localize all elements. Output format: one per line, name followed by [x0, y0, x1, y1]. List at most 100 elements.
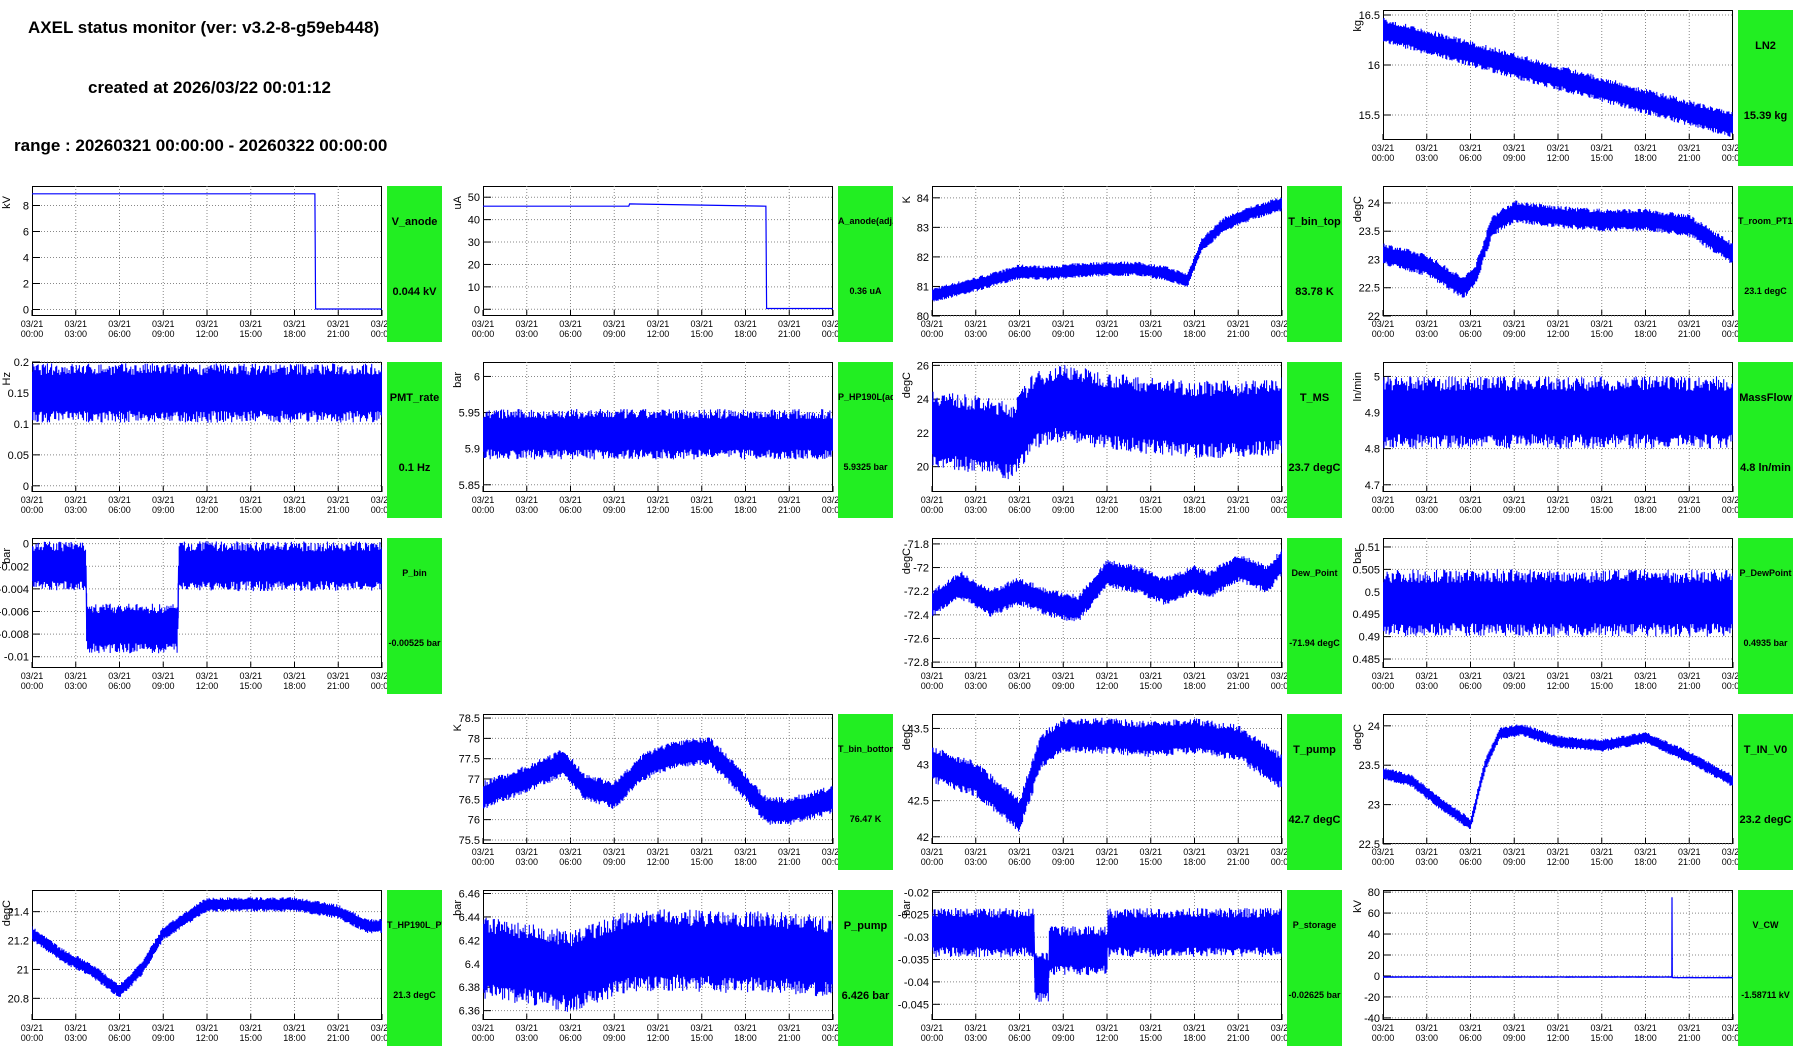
x-tick-time: 00:00	[472, 857, 495, 867]
y-tick-label: 22	[917, 428, 929, 440]
status-value: 0.4935 bar	[1743, 638, 1788, 648]
x-tick-date: 03/21	[559, 495, 582, 505]
x-tick-date: 03/21	[647, 1023, 670, 1033]
x-tick-time: 15:00	[1139, 329, 1162, 339]
status-label: P_pump	[843, 920, 888, 932]
x-tick-date: 03/21	[1415, 319, 1438, 329]
chart-panel-P_storage: 03/21 00:00 03/21 03:00 03/21 06:00 03/21 09:00…	[898, 887, 1344, 1050]
x-tick-date: 03/21	[108, 1023, 131, 1033]
x-tick-time: 00:00	[1722, 1033, 1745, 1043]
x-tick-date: 03/21	[1372, 1023, 1395, 1033]
y-tick-label: -0.002	[0, 561, 29, 573]
x-tick-date: 03/22	[1271, 671, 1294, 681]
series-line	[932, 735, 1282, 817]
x-tick-time: 06:00	[1459, 505, 1482, 515]
x-tick-time: 12:00	[1547, 153, 1570, 163]
y-tick-label: 6	[23, 227, 29, 239]
y-tick-label: 24	[1368, 721, 1380, 733]
status-value: 21.3 degC	[393, 990, 436, 1000]
x-tick-time: 06:00	[559, 505, 582, 515]
status-value: 0.044 kV	[392, 286, 437, 298]
x-tick-date: 03/21	[283, 671, 306, 681]
y-tick-label: -0.008	[0, 629, 29, 641]
y-tick-label: 21.2	[8, 936, 29, 948]
x-tick-date: 03/22	[822, 847, 845, 857]
x-tick-time: 03:00	[515, 505, 538, 515]
chart-panel-Dew_Point: 03/21 00:00 03/21 03:00 03/21 06:00 03/21 09:00…	[901, 538, 1344, 698]
x-tick-time: 00:00	[1372, 153, 1395, 163]
x-tick-date: 03/21	[1227, 495, 1250, 505]
status-box-P_HP190L: P_HP190L(adj.) 5.9325 bar	[838, 362, 893, 518]
x-tick-time: 15:00	[239, 1033, 262, 1043]
series-line	[932, 401, 1282, 443]
chart-MassFlow: 03/2100:0003/2103:0003/2106:0003/2109:00…	[1352, 362, 1744, 515]
x-tick-date: 03/21	[1008, 1023, 1031, 1033]
status-label: P_DewPoint	[1739, 568, 1792, 578]
x-tick-time: 12:00	[1096, 681, 1119, 691]
status-box-T_MS: T_MS 23.7 degC	[1287, 362, 1342, 518]
chart-panel-T_bin_top: 03/21 00:00 03/21 03:00 03/21 06:00 03/21 09:00…	[901, 186, 1344, 346]
x-tick-date: 03/21	[1139, 671, 1162, 681]
x-tick-date: 03/21	[1678, 1023, 1701, 1033]
chart-panel-V_CW: 03/21 00:00 03/21 03:00 03/21 06:00 03/21 09:00…	[1352, 887, 1795, 1050]
x-tick-date: 03/21	[239, 495, 262, 505]
status-label: A_anode(adj.)	[838, 216, 893, 226]
x-tick-date: 03/21	[515, 319, 538, 329]
x-tick-time: 21:00	[1227, 681, 1250, 691]
x-tick-date: 03/21	[1547, 847, 1570, 857]
x-tick-date: 03/21	[964, 1023, 987, 1033]
x-tick-date: 03/21	[1008, 847, 1031, 857]
x-tick-time: 12:00	[647, 505, 670, 515]
x-tick-date: 03/21	[64, 319, 87, 329]
x-tick-date: 03/21	[603, 847, 626, 857]
status-box-P_DewPoint: P_DewPoint 0.4935 bar	[1738, 538, 1793, 694]
x-tick-date: 03/21	[1096, 1023, 1119, 1033]
x-tick-time: 00:00	[1271, 681, 1294, 691]
x-tick-time: 18:00	[1183, 505, 1206, 515]
x-tick-time: 00:00	[371, 505, 394, 515]
x-tick-time: 00:00	[371, 681, 394, 691]
x-tick-time: 00:00	[1271, 857, 1294, 867]
x-tick-date: 03/21	[647, 495, 670, 505]
x-tick-date: 03/21	[1503, 495, 1526, 505]
x-tick-date: 03/21	[559, 319, 582, 329]
x-tick-date: 03/21	[1503, 847, 1526, 857]
x-tick-date: 03/21	[734, 319, 757, 329]
y-axis-label: bar	[452, 372, 464, 388]
y-tick-label: 20.8	[8, 993, 29, 1005]
x-tick-time: 06:00	[1008, 1033, 1031, 1043]
x-tick-time: 18:00	[1634, 329, 1657, 339]
x-tick-date: 03/21	[152, 671, 175, 681]
x-tick-date: 03/21	[734, 847, 757, 857]
y-tick-label: 0.2	[14, 357, 29, 369]
x-tick-date: 03/21	[108, 495, 131, 505]
x-tick-time: 06:00	[108, 1033, 131, 1043]
x-tick-time: 09:00	[1052, 329, 1075, 339]
status-value: -0.00525 bar	[388, 638, 441, 648]
x-tick-date: 03/21	[1678, 847, 1701, 857]
chart-T_bin_top: 03/2100:0003/2103:0003/2106:0003/2109:00…	[901, 186, 1293, 339]
chart-A_anode: 03/2100:0003/2103:0003/2106:0003/2109:00…	[452, 186, 844, 339]
y-axis-label: kV	[1, 195, 13, 209]
y-tick-label: 75.5	[459, 835, 480, 847]
x-tick-date: 03/21	[515, 847, 538, 857]
x-tick-date: 03/21	[647, 847, 670, 857]
x-tick-date: 03/21	[1634, 319, 1657, 329]
x-tick-time: 03:00	[515, 329, 538, 339]
x-tick-date: 03/21	[1503, 1023, 1526, 1033]
x-tick-date: 03/21	[1139, 847, 1162, 857]
x-tick-date: 03/21	[690, 847, 713, 857]
y-tick-label: 0.51	[1359, 542, 1380, 554]
x-tick-time: 06:00	[1459, 153, 1482, 163]
y-tick-label: 78.5	[459, 713, 480, 725]
x-tick-time: 09:00	[1052, 681, 1075, 691]
status-value: -1.58711 kV	[1741, 990, 1790, 1000]
x-tick-time: 03:00	[1415, 505, 1438, 515]
x-tick-date: 03/21	[472, 1023, 495, 1033]
x-tick-time: 12:00	[1547, 329, 1570, 339]
x-tick-time: 03:00	[964, 857, 987, 867]
x-tick-time: 21:00	[1678, 681, 1701, 691]
y-tick-label: 0	[23, 539, 29, 551]
y-axis-label: degC	[901, 548, 913, 574]
x-tick-time: 21:00	[1227, 1033, 1250, 1043]
